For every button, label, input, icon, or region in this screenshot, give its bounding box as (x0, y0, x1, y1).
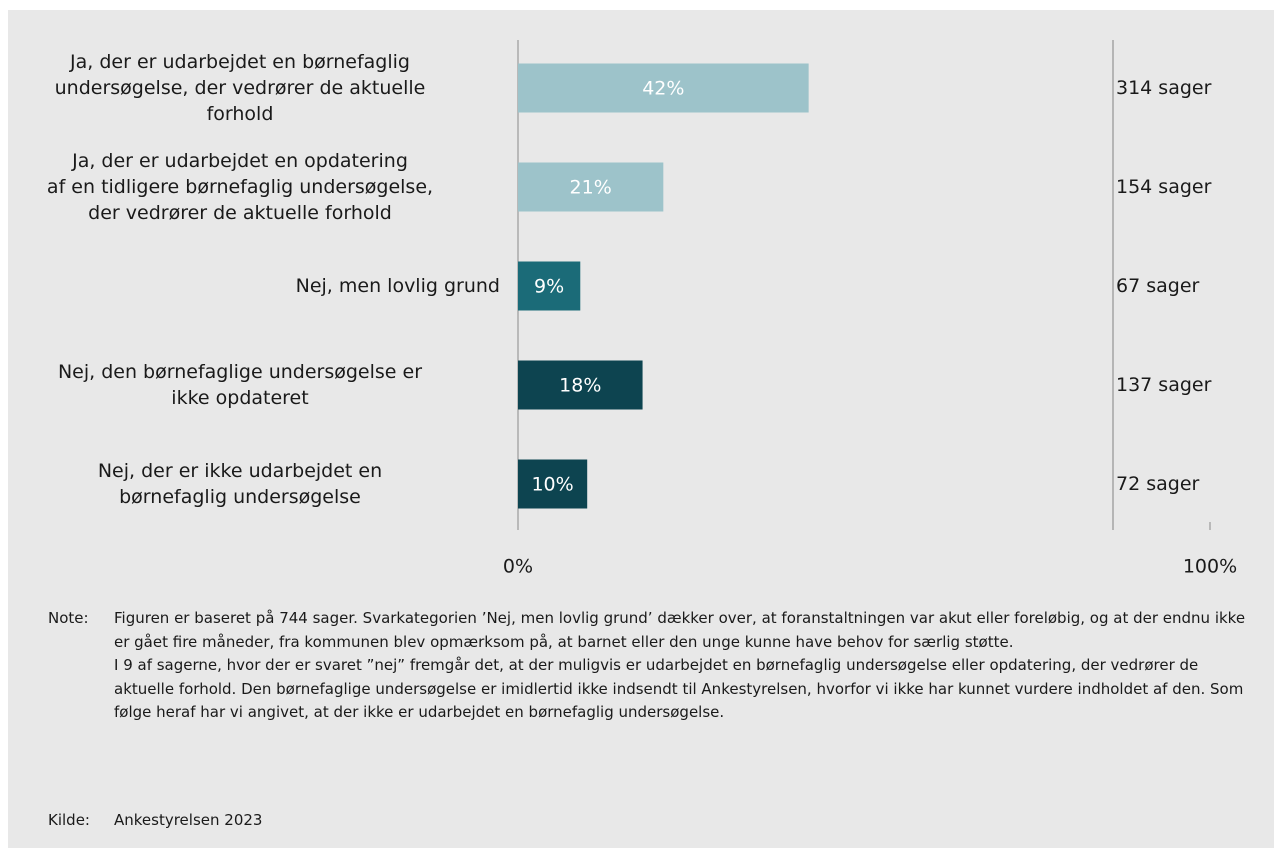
bar (518, 360, 643, 410)
count-label: 137 sager (1116, 374, 1212, 396)
source-label: Kilde: (48, 811, 90, 829)
bar (518, 261, 581, 311)
bar (518, 459, 588, 509)
bar (518, 162, 664, 212)
value-label: 18% (559, 375, 601, 397)
note-text: I 9 af sagerne, hvor der er svaret ”nej”… (114, 656, 1244, 721)
note-text: Figuren er baseret på 744 sager. Svarkat… (114, 609, 1246, 651)
chart: 0% 100% 42% 21% 9% 18% 10% (503, 40, 1237, 578)
count-label: 154 sager (1116, 176, 1212, 198)
category-label: Nej, der er ikke udarbejdet en børnefagl… (97, 460, 383, 508)
x-tick-label: 0% (503, 556, 533, 578)
note-label: Note: (48, 609, 89, 627)
value-label: 21% (570, 177, 612, 199)
bar (518, 63, 809, 113)
category-label: Nej, men lovlig grund (295, 275, 500, 297)
value-label: 42% (642, 78, 684, 100)
value-label: 10% (531, 474, 573, 496)
count-label: 67 sager (1116, 275, 1200, 297)
source-text: Ankestyrelsen 2023 (114, 811, 263, 829)
category-label: Nej, den børnefaglige undersøgelse er ik… (57, 361, 423, 409)
count-label: 72 sager (1116, 473, 1200, 495)
chart-frame: 0% 100% 42% 21% 9% 18% 10% Note: Figuren er ba… (8, 10, 1274, 848)
notes: Note: Figuren er baseret på 744 sager. S… (48, 607, 1258, 725)
category-label: Ja, der er udarbejdet en børnefaglig und… (54, 51, 426, 125)
note-body: Figuren er baseret på 744 sager. Svarkat… (114, 607, 1258, 725)
count-label: 314 sager (1116, 77, 1212, 99)
source: Kilde: Ankestyrelsen 2023 (48, 809, 1258, 833)
x-tick-label: 100% (1183, 556, 1237, 578)
value-label: 9% (534, 276, 564, 298)
category-label: Ja, der er udarbejdet en opdatering af e… (46, 150, 434, 224)
